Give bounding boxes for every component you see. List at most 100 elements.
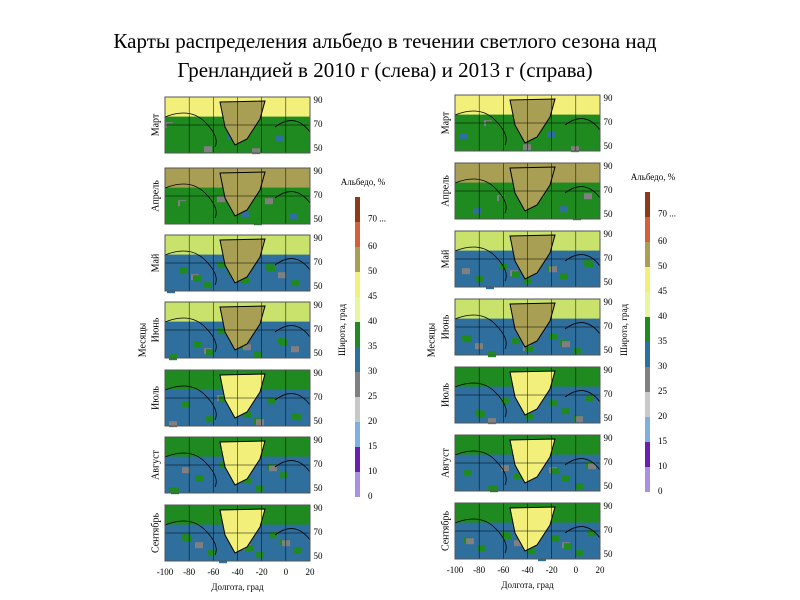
map — [454, 94, 601, 153]
lat-tick-label: 50 — [604, 277, 614, 287]
map-cell — [512, 405, 520, 412]
month-label: Июнь — [150, 317, 161, 342]
map-cell — [193, 275, 201, 282]
colorbar-label: 15 — [658, 436, 668, 446]
lat-tick-label: 70 — [314, 527, 324, 537]
colorbar-label: 70 ... — [658, 209, 676, 219]
lat-tick-label: 50 — [314, 281, 324, 291]
map-frame — [454, 434, 601, 492]
month-label: Июнь — [440, 314, 451, 339]
greenland — [509, 98, 556, 144]
map-cell — [584, 126, 592, 133]
colorbar-label: 45 — [368, 291, 378, 301]
lon-tick-label: -40 — [232, 567, 244, 577]
map-cell — [254, 351, 262, 358]
lat-tick-label: 70 — [604, 525, 614, 535]
map-cell — [497, 128, 505, 135]
map-cell — [219, 396, 227, 403]
colorbar-label: 30 — [658, 361, 668, 371]
map-cell — [523, 211, 531, 218]
map-cell — [547, 131, 555, 138]
map-cell — [243, 411, 251, 418]
map-cell — [510, 136, 518, 143]
lat-tick-label: 70 — [604, 457, 614, 467]
colorbar-label: 60 — [658, 236, 668, 246]
greenland — [509, 234, 556, 280]
map-cell — [241, 277, 249, 284]
map-cell — [501, 465, 509, 472]
map-cell — [586, 395, 594, 402]
greenland — [219, 508, 266, 554]
colorbar-label: 60 — [368, 241, 378, 251]
map-cell — [477, 478, 485, 485]
map-cell — [204, 282, 212, 289]
colorbar-swatch — [355, 197, 360, 222]
map-frame — [454, 502, 601, 560]
greenland — [219, 171, 266, 217]
map-cell — [575, 483, 583, 490]
colorbar-label: 50 — [368, 266, 378, 276]
map-frame — [454, 230, 601, 288]
map-cell — [523, 278, 531, 285]
colorbar-swatch — [355, 472, 360, 497]
map-cell — [501, 398, 509, 405]
map-cell — [184, 535, 192, 542]
map-cell — [182, 467, 190, 474]
greenland — [509, 506, 556, 552]
lon-tick-label: -20 — [546, 565, 558, 575]
lat-tick-label: 50 — [314, 348, 324, 358]
map-cell — [549, 266, 557, 273]
colorbar-swatch — [645, 317, 650, 342]
lat-tick-label: 90 — [604, 229, 614, 239]
map-cell — [167, 123, 175, 130]
lat-tick-label: 90 — [314, 233, 324, 243]
map-cell — [167, 287, 175, 294]
map-cell — [523, 144, 531, 151]
map-cell — [293, 547, 301, 554]
map-cell — [289, 143, 297, 150]
greenland — [509, 302, 556, 348]
colorbar-label: 0 — [368, 491, 373, 501]
lat-tick-label: 70 — [604, 321, 614, 331]
lat-tick-label: 50 — [314, 483, 324, 493]
map-cell — [512, 271, 520, 278]
map-cell — [267, 331, 275, 338]
lat-tick-label: 70 — [314, 459, 324, 469]
map-cell — [254, 285, 262, 292]
map — [164, 436, 311, 495]
colorbar-swatch — [645, 442, 650, 467]
map-cell — [293, 480, 301, 487]
map-cell — [267, 398, 275, 405]
map-cell — [217, 196, 225, 203]
map-cell — [551, 535, 559, 542]
lat-tick-label: 90 — [604, 297, 614, 307]
greenland — [509, 438, 556, 484]
colorbar-swatch — [645, 367, 650, 392]
lat-tick-label: 50 — [314, 416, 324, 426]
map-cell — [278, 206, 286, 213]
lat-tick-label: 70 — [314, 324, 324, 334]
map-cell — [195, 542, 203, 549]
map-cell — [241, 211, 249, 218]
map-cell — [462, 268, 470, 275]
map-cell — [280, 472, 288, 479]
map-cell — [217, 328, 225, 335]
colorbar-swatch — [645, 242, 650, 267]
colorbar-swatch — [645, 217, 650, 242]
map-cell — [180, 267, 188, 274]
map-cell — [560, 273, 568, 280]
map — [454, 434, 601, 493]
map-cell — [477, 545, 485, 552]
colorbar-swatch — [355, 222, 360, 247]
lat-tick-label: 90 — [604, 501, 614, 511]
lat-tick-label: 50 — [604, 345, 614, 355]
map-cell — [460, 133, 468, 140]
map-cell — [499, 196, 507, 203]
y-axis-label: Месяцы — [426, 322, 437, 357]
colorbar-label: 0 — [658, 486, 663, 496]
map-cell — [464, 403, 472, 410]
map-cell — [267, 265, 275, 272]
lat-tick-label: 50 — [604, 209, 614, 219]
colorbar-label: 45 — [658, 286, 668, 296]
